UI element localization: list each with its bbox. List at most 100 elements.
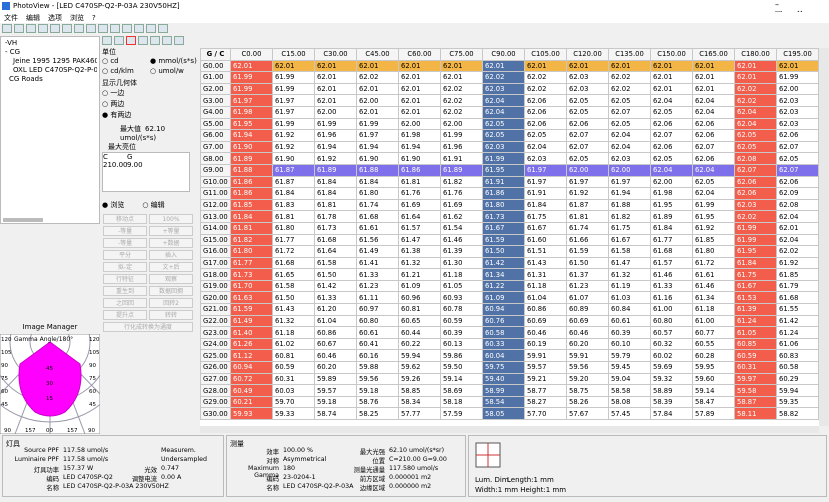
table-row: G23.00 61.40 61.18 60.86 60.61 60.44 60.39 60.5…: [200, 326, 819, 339]
table-cell: 60.19: [524, 337, 567, 351]
section-title: 显示几何体: [102, 79, 137, 87]
radio[interactable]: ● 浏览: [102, 201, 125, 209]
table-cell: 59.57: [524, 361, 567, 374]
table-row: G1.00 61.99 61.99 62.01 62.02 62.01 62.01 62.02…: [200, 71, 819, 84]
table-cell: 62.00: [314, 105, 357, 119]
menu-item[interactable]: 选项: [48, 14, 62, 22]
table-cell: 58.76: [356, 395, 399, 409]
tool-button[interactable]: 重生到: [103, 286, 147, 296]
row-header: G29.00: [200, 395, 231, 409]
tool-button[interactable]: 拟-定: [103, 262, 147, 272]
tool-button[interactable]: 100%: [149, 214, 193, 224]
table-cell: 58.25: [356, 407, 399, 420]
tool-button[interactable]: 文+后: [149, 262, 193, 272]
tool-button[interactable]: 数据回拥: [149, 286, 193, 296]
row-header: G19.00: [200, 279, 231, 293]
tool-button[interactable]: 提升点: [103, 310, 147, 320]
radio[interactable]: ○ 一边: [102, 89, 125, 97]
table-cell: 61.79: [776, 279, 819, 293]
maxpos-cell: C: [103, 153, 108, 161]
info-row: 编码 LED C470SP-Q2: [3, 474, 112, 483]
radio[interactable]: ○ cd/klm: [102, 67, 134, 75]
row-header: G13.00: [200, 210, 231, 223]
info-row: 位置 C=210.00 G=9.00: [347, 456, 446, 465]
tool-button[interactable]: 回转2: [149, 298, 193, 308]
table-cell: 61.31: [524, 268, 567, 281]
tool-button[interactable]: +等量: [149, 226, 193, 236]
table-cell: 59.50: [440, 361, 483, 374]
info-value: 23-0204-1: [283, 474, 316, 481]
tool-button[interactable]: 转转: [149, 310, 193, 320]
column-header: C105.00: [524, 48, 567, 61]
row-header: G30.00: [200, 407, 231, 420]
table-row: G11.00 61.86 61.84 61.84 61.80 61.76 61.76 61.8…: [200, 187, 819, 200]
table-cell: 59.93: [230, 407, 273, 420]
table-cell: 62.04: [524, 140, 567, 154]
info-row: 名称 LED C470SP-Q2-P-03A: [227, 483, 353, 492]
menu-item[interactable]: ?: [92, 14, 96, 22]
menu-item[interactable]: 文件: [4, 14, 18, 22]
menu-item[interactable]: 编辑: [26, 14, 40, 22]
table-cell: 61.82: [608, 210, 651, 223]
table-cell: 62.05: [692, 175, 735, 189]
tool-button[interactable]: 插入: [149, 250, 193, 260]
info-value: Asymmetrical: [283, 456, 327, 463]
row-header: G26.00: [200, 361, 231, 374]
table-cell: 61.38: [398, 245, 441, 258]
radio[interactable]: ● mmol/(s*s): [150, 57, 197, 65]
tool-button[interactable]: -等量: [103, 238, 147, 248]
polar-label: 45: [1, 402, 8, 408]
table-cell: 61.57: [650, 256, 693, 270]
table-cell: 61.47: [608, 256, 651, 270]
tool-button[interactable]: 观察: [149, 274, 193, 284]
radio[interactable]: ○ 两边: [102, 100, 125, 108]
tool-button[interactable]: 移动点: [103, 214, 147, 224]
table-cell: 62.02: [440, 94, 483, 107]
dimension-icon: [475, 442, 501, 468]
table-cell: 61.61: [356, 221, 399, 235]
info-key: 调整电流: [131, 476, 157, 483]
table-cell: 61.46: [440, 233, 483, 247]
table-cell: 61.20: [314, 303, 357, 316]
table-cell: 59.18: [314, 395, 357, 409]
table-cell: 60.78: [440, 303, 483, 316]
tool-button[interactable]: +数据: [149, 238, 193, 248]
table-cell: 61.97: [566, 175, 609, 189]
tool-button[interactable]: 行特征: [103, 274, 147, 284]
table-cell: 62.01: [692, 71, 735, 84]
table-cell: 61.99: [356, 117, 399, 131]
tool-button[interactable]: 之回回: [103, 298, 147, 308]
table-cell: 61.99: [272, 82, 315, 96]
table-cell: 62.00: [608, 163, 651, 177]
row-header: G0.00: [200, 59, 231, 73]
info-value: 117.580 umol/s: [389, 465, 439, 472]
menu-item[interactable]: 浏览: [70, 14, 84, 22]
table-cell: 61.96: [314, 129, 357, 142]
tool-button[interactable]: 平分: [103, 250, 147, 260]
table-cell: 62.01: [314, 82, 357, 96]
table-cell: 61.42: [314, 279, 357, 293]
table-cell: 61.76: [398, 187, 441, 200]
table-cell: 61.84: [524, 198, 567, 212]
radio[interactable]: ○ 编辑: [142, 201, 165, 209]
table-cell: 62.01: [650, 71, 693, 84]
info-row: 编码 23-0204-1: [227, 474, 316, 483]
table-cell: 61.80: [692, 245, 735, 258]
table-cell: 58.74: [314, 407, 357, 420]
info-value: 117.58 umol/s: [63, 456, 109, 463]
column-header: C0.00: [230, 48, 273, 61]
tool-button[interactable]: -等量: [103, 226, 147, 236]
info-value: Undersampled: [161, 456, 207, 463]
polar-label: 75: [89, 376, 96, 382]
table-cell: 60.20: [314, 361, 357, 374]
table-cell: 61.80: [356, 187, 399, 200]
table-cell: 60.61: [608, 314, 651, 328]
table-cell: 61.43: [524, 256, 567, 270]
radio[interactable]: ○ cd: [102, 57, 119, 65]
radio[interactable]: ○ umol/w: [150, 67, 184, 75]
table-cell: 59.14: [692, 384, 735, 397]
table-cell: 61.89: [314, 163, 357, 177]
radio[interactable]: ● 有两边: [102, 111, 132, 119]
table-cell: 61.90: [398, 152, 441, 165]
tool-button[interactable]: 行化成转换为通度: [103, 322, 193, 332]
